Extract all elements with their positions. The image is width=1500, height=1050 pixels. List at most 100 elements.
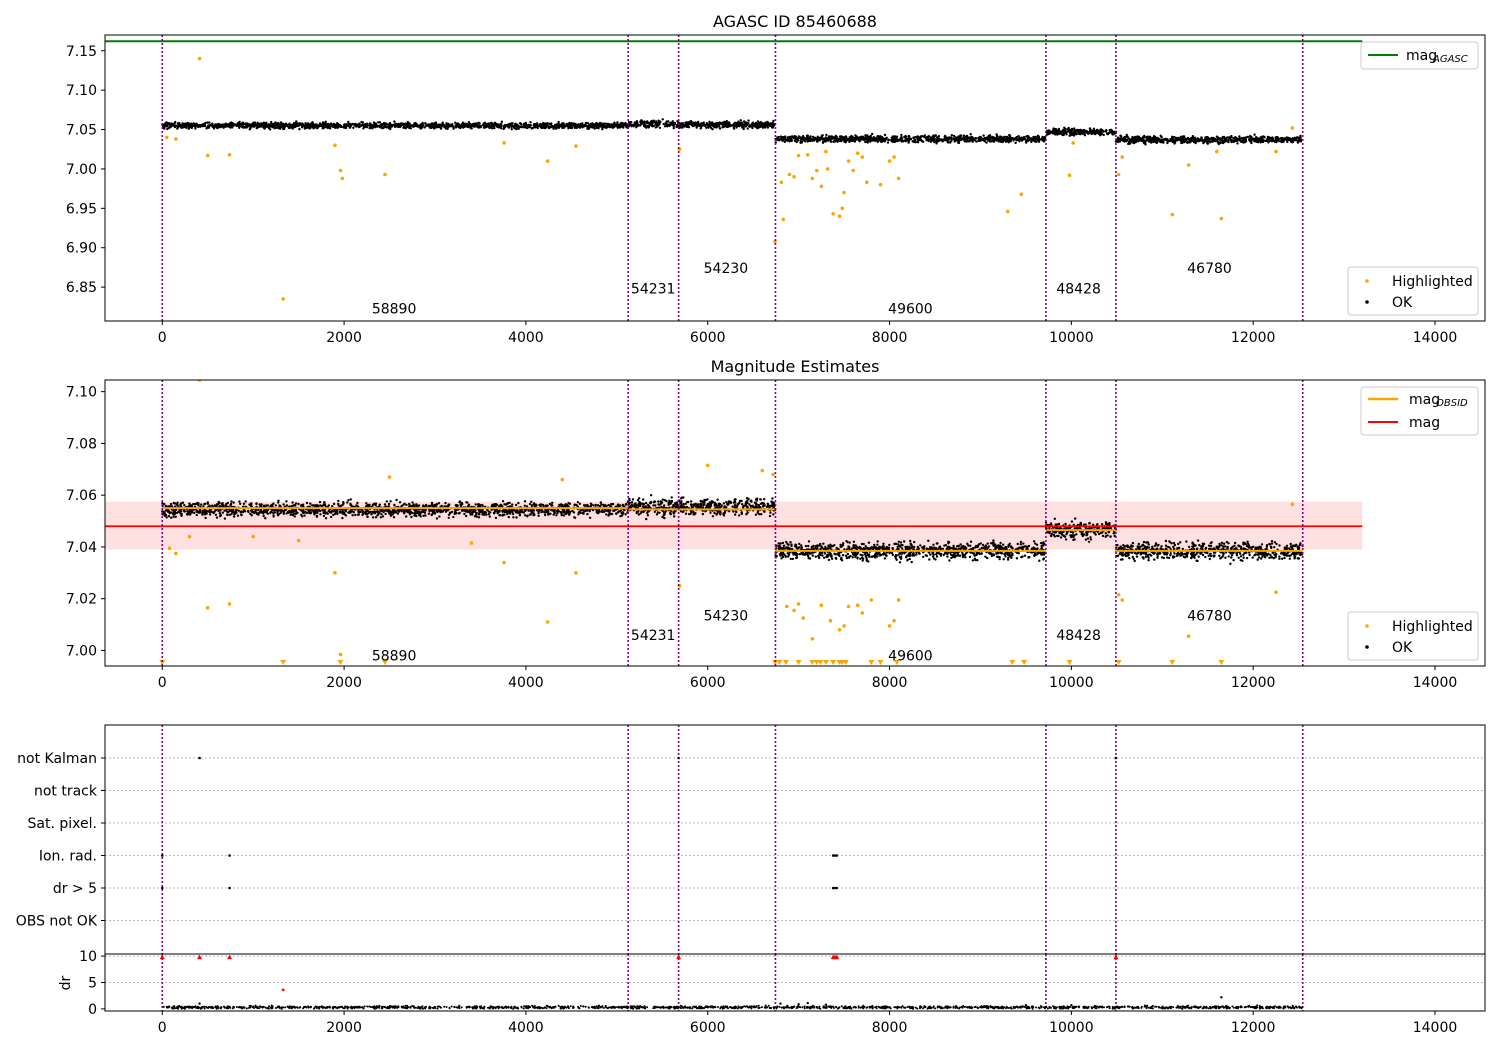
ok-point (510, 128, 513, 131)
ok-point (573, 126, 577, 129)
ok-point (1202, 140, 1205, 143)
ok-point (490, 125, 493, 128)
ok-point (591, 122, 594, 125)
ok-point (324, 517, 328, 520)
ok-point (1265, 139, 1269, 143)
ok-point (992, 137, 995, 140)
ok-point (244, 122, 248, 125)
ok-point (380, 126, 383, 129)
ok-point (658, 126, 662, 129)
ok-point (1196, 137, 1199, 140)
ok-point (195, 122, 198, 125)
highlighted-point (819, 184, 824, 189)
ok-point (1137, 140, 1140, 143)
ok-point (530, 500, 533, 503)
ok-point (304, 124, 307, 128)
ok-point (604, 122, 608, 125)
ok-point (166, 127, 169, 131)
ok-point (411, 501, 414, 504)
ok-point (227, 123, 230, 126)
ok-point (887, 138, 890, 142)
ok-point (1239, 140, 1243, 143)
ok-point (376, 125, 379, 128)
ok-point (352, 126, 355, 129)
ok-point (831, 137, 834, 140)
ok-point (834, 139, 837, 142)
ok-point (550, 122, 553, 125)
ok-point (400, 509, 403, 512)
ok-point (522, 126, 525, 129)
legend-label: Highlighted (1392, 274, 1473, 290)
ok-point (819, 138, 822, 141)
ok-point (333, 512, 337, 516)
ok-point (812, 138, 815, 141)
ok-point (531, 126, 535, 130)
ok-point (222, 126, 225, 129)
ok-point (1206, 141, 1209, 144)
ok-point (1075, 133, 1078, 136)
ok-point (907, 139, 911, 143)
ok-point (1059, 130, 1062, 133)
highlighted-point (781, 217, 785, 222)
ok-point (814, 138, 818, 141)
ok-point (560, 122, 564, 126)
ok-point (742, 127, 745, 131)
ok-point (995, 136, 998, 139)
ok-point (208, 121, 211, 124)
ok-point (186, 124, 189, 128)
ok-point (586, 127, 589, 130)
ok-point (908, 135, 911, 138)
ok-point (675, 124, 679, 127)
ok-point (777, 138, 781, 141)
ok-point (810, 138, 813, 141)
ok-point (1077, 132, 1080, 135)
ok-point (854, 138, 858, 141)
ok-point (466, 123, 469, 126)
ok-point (987, 134, 990, 138)
ok-point (432, 511, 435, 514)
ok-point (657, 119, 660, 122)
ok-point (347, 499, 350, 502)
ok-point (1007, 136, 1010, 139)
ok-point (1189, 140, 1192, 143)
ok-point (282, 503, 285, 506)
ok-point (614, 124, 617, 128)
ok-point (1090, 129, 1093, 132)
ok-point (710, 122, 713, 125)
ok-point (1246, 135, 1250, 139)
ok-point (1085, 130, 1088, 133)
ok-point (990, 136, 993, 139)
ok-point (854, 134, 857, 137)
ok-point (1170, 139, 1174, 143)
ok-point (852, 137, 856, 140)
ok-point (181, 122, 184, 125)
ok-point (495, 122, 498, 126)
ok-point (279, 121, 283, 124)
ok-point (616, 126, 619, 129)
ok-point (568, 121, 571, 125)
ok-point (202, 122, 205, 126)
ok-point (1119, 134, 1122, 137)
ok-point (1096, 130, 1099, 134)
ok-point (699, 127, 702, 130)
ok-point (1208, 141, 1212, 144)
ok-point (685, 125, 688, 128)
ok-point (298, 128, 301, 131)
ok-point (279, 125, 282, 129)
ok-point (972, 138, 975, 142)
ok-point (255, 124, 258, 127)
ok-point (1036, 136, 1039, 139)
highlighted-point (846, 159, 851, 163)
ok-point (269, 128, 272, 131)
ok-point (273, 511, 276, 514)
legend-subscript: AGASC (1432, 54, 1468, 65)
ok-point (248, 128, 251, 131)
ok-point (1179, 135, 1183, 138)
ok-point (177, 124, 180, 128)
ok-point (1036, 138, 1039, 142)
ok-point (424, 122, 427, 125)
highlighted-point (824, 149, 828, 154)
ok-point (441, 121, 444, 124)
ok-point (1243, 141, 1247, 144)
ok-point (500, 127, 503, 130)
